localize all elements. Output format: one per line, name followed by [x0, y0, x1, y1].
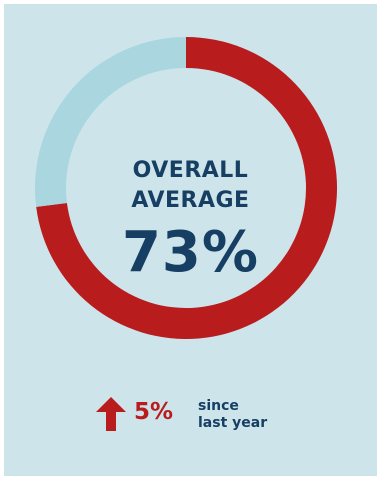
- center-label-average: AVERAGE: [131, 188, 250, 213]
- center-value: 73%: [121, 220, 260, 285]
- donut-slices: [35, 37, 338, 340]
- arrow-up-icon: [96, 397, 126, 431]
- change-caption-line1: since: [198, 398, 239, 414]
- donut-slice-remainder: [35, 37, 186, 207]
- change-value: 5%: [134, 399, 174, 425]
- change-caption: since last year: [198, 398, 267, 432]
- donut-chart: [35, 37, 338, 340]
- center-label-overall: OVERALL: [132, 158, 249, 183]
- change-caption-line2: last year: [198, 415, 268, 431]
- stat-card: OVERALL AVERAGE 73% 5% since last year: [4, 4, 377, 476]
